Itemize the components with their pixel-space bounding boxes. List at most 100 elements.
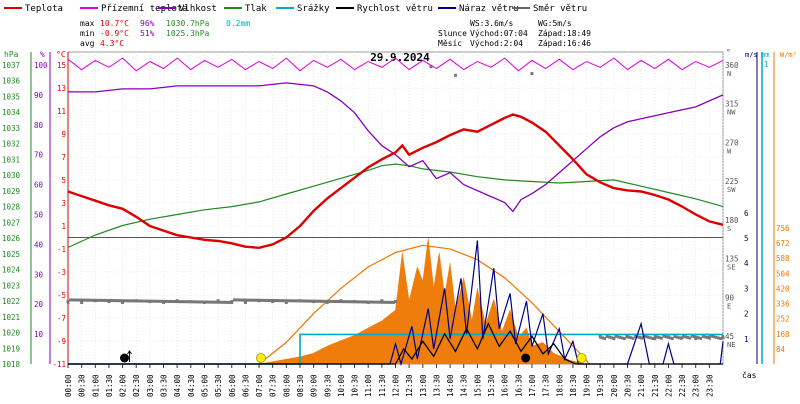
point-wind-direction — [353, 300, 356, 304]
axis-tick-celsius: 1 — [61, 222, 66, 231]
stats-block: max 10.7°C 96% 1030.7hPa 0.2mm min -0.9°… — [80, 19, 591, 48]
point-wind-direction — [454, 73, 458, 77]
point-wind-direction — [123, 299, 127, 303]
axis-tick-x: 05:30 — [214, 374, 223, 397]
point-wind-direction — [361, 300, 365, 304]
axis-tick-direction: SW — [727, 186, 736, 194]
point-wind-direction — [222, 300, 225, 304]
point-wind-direction — [708, 336, 711, 340]
point-wind-direction — [302, 299, 306, 303]
point-wind-direction — [224, 300, 227, 304]
sun-rise: Východ:07:04 — [470, 29, 528, 38]
axis-tick-mm: 1 — [764, 60, 769, 69]
point-wind-direction — [77, 298, 81, 302]
axis-tick-x: 17:00 — [528, 374, 537, 397]
point-wind-direction — [697, 336, 700, 340]
axis-tick-wm2: 168 — [776, 330, 790, 339]
point-wind-direction — [294, 299, 297, 303]
axis-title-hpa: hPa — [4, 50, 19, 59]
axis-tick-x: 07:00 — [255, 374, 264, 397]
point-wind-direction — [634, 334, 637, 338]
point-wind-direction — [202, 300, 205, 304]
point-wind-direction — [283, 299, 286, 303]
point-wind-direction — [610, 336, 613, 340]
point-wind-direction — [165, 299, 168, 303]
point-wind-direction — [121, 299, 125, 303]
point-wind-direction — [217, 300, 221, 304]
point-wind-direction — [176, 300, 179, 304]
point-wind-direction — [136, 299, 140, 303]
axis-tick-pct: 80 — [34, 121, 44, 130]
point-wind-direction — [173, 300, 177, 304]
axis-tick-deg: 360 — [725, 61, 739, 70]
point-wind-direction — [706, 336, 709, 340]
point-wind-direction — [344, 300, 347, 304]
point-wind-direction — [682, 334, 685, 338]
point-wind-direction — [167, 299, 170, 303]
axis-tick-ms: 1 — [744, 335, 749, 344]
axis-tick-celsius: -7 — [57, 314, 66, 323]
point-wind-direction — [688, 336, 692, 340]
point-wind-direction — [206, 300, 210, 304]
axis-tick-hpa: 1033 — [2, 124, 20, 133]
point-wind-direction — [91, 298, 94, 302]
point-wind-direction — [346, 300, 349, 304]
point-wind-direction — [335, 300, 339, 304]
axis-tick-x: 21:30 — [651, 374, 660, 397]
point-wind-direction — [139, 299, 142, 303]
point-wind-direction — [337, 300, 341, 304]
point-wind-direction — [261, 298, 264, 302]
point-wind-direction — [721, 334, 724, 338]
point-wind-direction — [147, 299, 151, 303]
point-wind-direction — [117, 299, 120, 303]
axis-tick-x: 12:30 — [405, 374, 414, 397]
point-wind-direction — [119, 299, 122, 303]
point-wind-direction — [285, 299, 288, 303]
point-wind-direction — [631, 336, 635, 340]
axis-tick-hpa: 1032 — [2, 140, 20, 149]
axis-tick-x: 15:30 — [487, 374, 496, 397]
axis-tick-wm2: 672 — [776, 239, 790, 248]
axis-tick-deg: 315 — [725, 100, 739, 109]
point-wind-direction — [298, 299, 301, 303]
point-wind-direction — [618, 335, 622, 339]
moon-set-marker — [521, 353, 531, 363]
point-wind-direction — [658, 336, 661, 340]
sunset-marker — [576, 353, 587, 363]
point-wind-direction — [180, 300, 184, 304]
point-wind-direction — [647, 335, 650, 339]
point-wind-direction — [530, 72, 534, 76]
moon-rise: Východ:2:04 — [470, 39, 523, 48]
axis-tick-hpa: 1022 — [2, 297, 20, 306]
axis-tick-direction: SE — [727, 264, 735, 272]
point-wind-direction — [390, 300, 393, 304]
axis-tick-direction: E — [727, 302, 731, 310]
axis-tick-x: 11:30 — [378, 374, 387, 397]
stats-avg-label: avg — [80, 39, 95, 48]
point-wind-direction — [134, 299, 138, 303]
axis-tick-x: 23:30 — [705, 374, 714, 397]
point-wind-direction — [673, 335, 676, 339]
moon-label: Měsíc — [438, 39, 462, 48]
axis-tick-x: 16:00 — [501, 374, 510, 397]
point-wind-direction — [601, 336, 604, 340]
axis-tick-direction: S — [727, 225, 731, 233]
point-wind-direction — [195, 300, 199, 304]
point-wind-direction — [289, 299, 293, 303]
axes-group: hPa% °C1037103610351034103310321031103010… — [2, 48, 797, 397]
point-wind-direction — [158, 299, 162, 303]
point-wind-direction — [625, 335, 628, 339]
point-wind-direction — [252, 298, 256, 302]
point-wind-direction — [243, 300, 247, 304]
point-wind-direction — [616, 335, 620, 339]
point-wind-direction — [213, 300, 216, 304]
axis-title-pct: % — [40, 50, 45, 59]
axis-tick-x: 14:00 — [446, 374, 455, 397]
axis-tick-x: 08:30 — [296, 374, 305, 397]
axis-tick-hpa: 1025 — [2, 250, 20, 259]
axis-tick-pct: 70 — [34, 151, 44, 160]
axis-tick-pct: 60 — [34, 181, 44, 190]
point-wind-direction — [250, 298, 253, 302]
axis-tick-ms: 6 — [744, 209, 749, 218]
point-wind-direction — [599, 335, 602, 339]
